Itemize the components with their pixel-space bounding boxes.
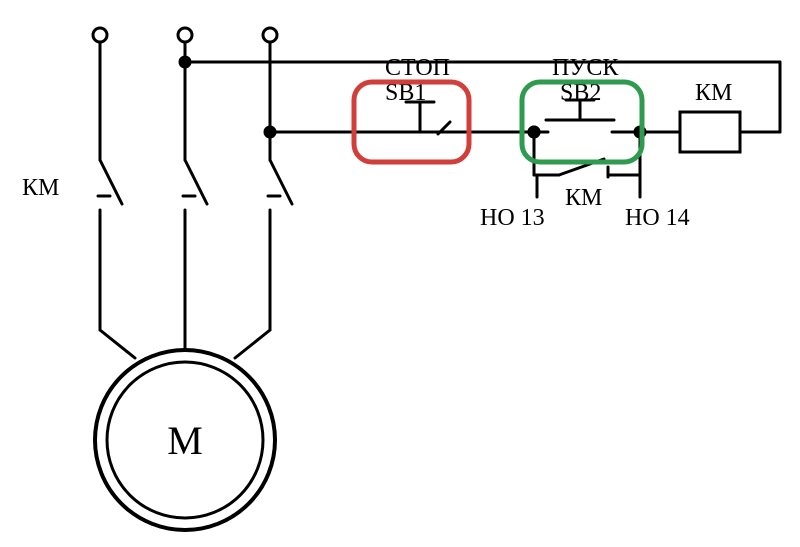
supply-terminal <box>93 28 107 42</box>
km-coil-label: КМ <box>695 80 732 106</box>
start-label: ПУСК <box>552 55 619 81</box>
ho13-label: НО 13 <box>480 205 545 231</box>
supply-terminal <box>263 28 277 42</box>
supply-terminal <box>178 28 192 42</box>
motor-label: М <box>167 418 203 463</box>
motor-starter-schematic: КММСТОПSB1ПУСКSB2КМКМНО 13НО 14 <box>0 0 800 547</box>
km-coil <box>680 112 740 152</box>
km-aux-label: КМ <box>565 185 602 211</box>
ho14-label: НО 14 <box>625 205 690 231</box>
km-main-label: КМ <box>22 175 59 201</box>
stop-label: СТОП <box>385 55 450 81</box>
